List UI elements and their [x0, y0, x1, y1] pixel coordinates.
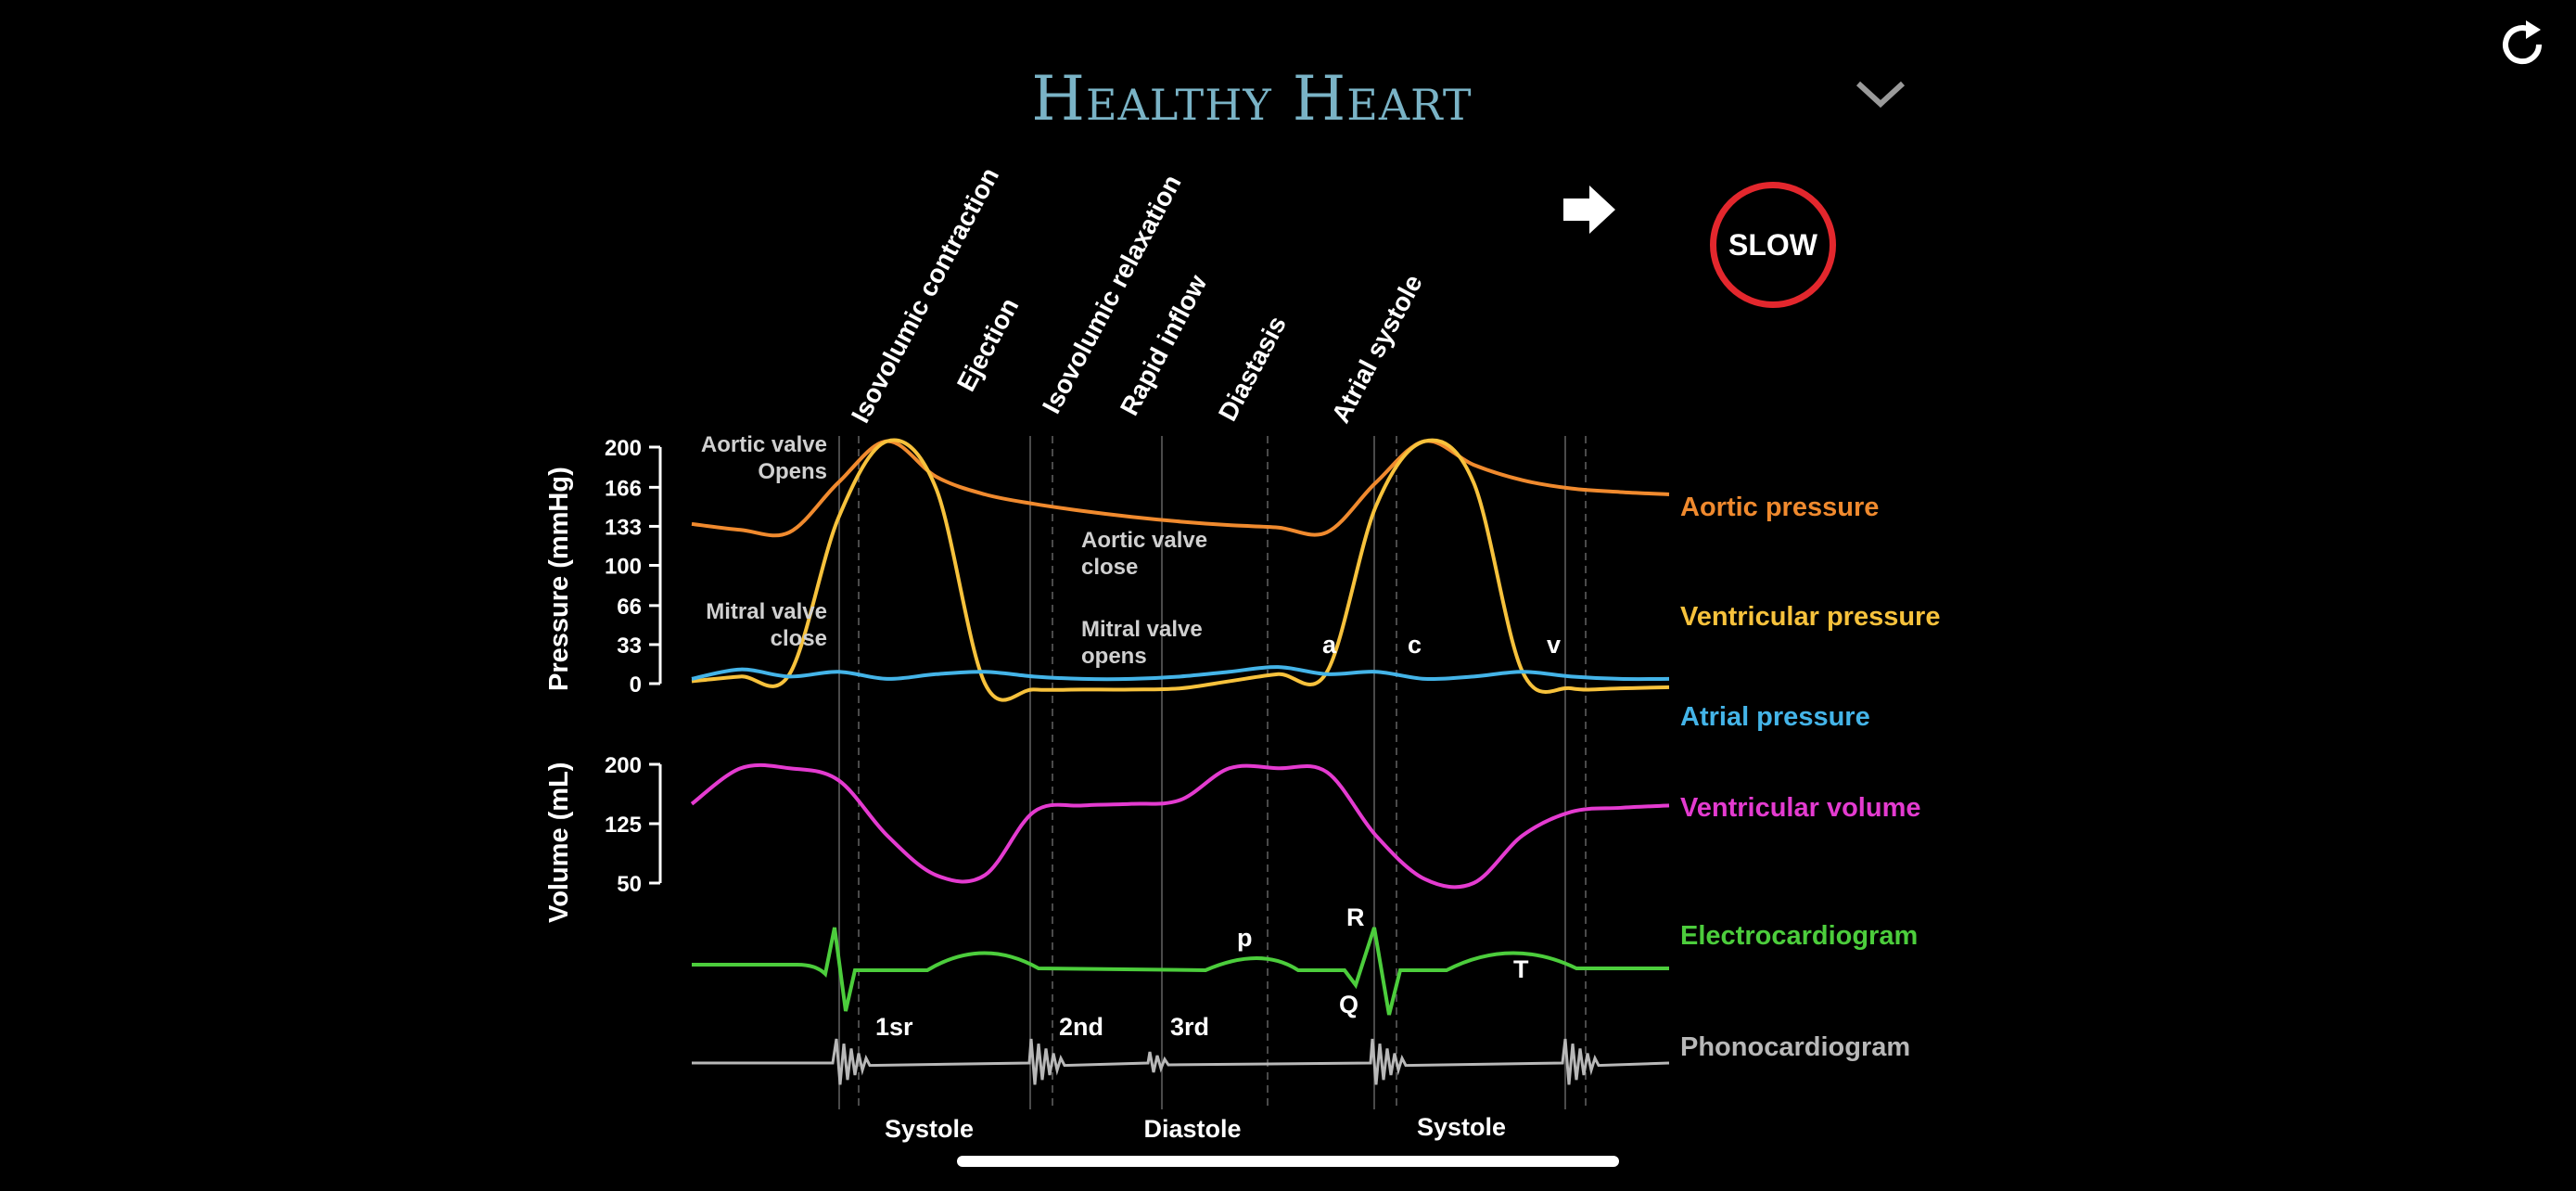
- volume-axis-label: Volume (mL): [544, 762, 574, 923]
- axes: 200 166 133 100 66 33 0 Pressure (mmHg) 200 125 50…: [544, 436, 662, 923]
- wave-label-p: p: [1237, 924, 1253, 952]
- pressure-tick-label: 33: [617, 634, 642, 659]
- chevron-down-icon[interactable]: [1853, 76, 1908, 113]
- volume-tick-label: 200: [605, 753, 642, 778]
- legend-entry: Phonocardiogram: [1680, 1032, 1910, 1062]
- heart-sound-label: 3rd: [1170, 1013, 1209, 1041]
- slow-speed-button[interactable]: SLOW: [1710, 182, 1836, 308]
- ventricular-pressure-line: [691, 438, 1670, 702]
- aortic-pressure-line: [691, 439, 1670, 538]
- aortic-valve-opens-label: Opens: [758, 459, 827, 484]
- legend-entry: Atrial pressure: [1680, 702, 1870, 732]
- pressure-tick-label: 100: [605, 555, 642, 580]
- pressure-tick-label: 166: [605, 476, 642, 501]
- pressure-axis-label: Pressure (mmHg): [544, 467, 574, 691]
- phase-label: Rapid inflow: [1115, 270, 1213, 420]
- phase-dividers: [838, 436, 1587, 1109]
- mitral-valve-close-label: Mitral valve: [706, 599, 827, 624]
- pressure-tick-label: 66: [617, 595, 642, 620]
- wave-label-Q: Q: [1339, 991, 1358, 1018]
- curves: [690, 438, 1670, 1085]
- aortic-valve-close-label: close: [1081, 555, 1138, 580]
- page-title: Healthy Heart: [1031, 63, 1473, 134]
- aortic-valve-close-label: Aortic valve: [1081, 528, 1207, 553]
- legend-entry: Ventricular pressure: [1680, 602, 1940, 632]
- wave-label-T: T: [1513, 955, 1529, 983]
- phase-label: Atrial systole: [1326, 270, 1428, 428]
- period-label: Diastole: [1143, 1115, 1241, 1143]
- legend-entry: Ventricular volume: [1680, 793, 1921, 823]
- home-indicator[interactable]: [957, 1156, 1619, 1167]
- aortic-valve-opens-label: Aortic valve: [701, 432, 827, 457]
- ecg-line: [692, 927, 1669, 1016]
- mitral-valve-opens-label: Mitral valve: [1081, 617, 1203, 642]
- wave-label-v: v: [1547, 631, 1561, 659]
- period-label: Systole: [1417, 1113, 1506, 1141]
- phonocardiogram-line: [692, 1038, 1670, 1085]
- arrow-right-icon[interactable]: [1560, 182, 1619, 237]
- wave-label-a: a: [1322, 631, 1337, 659]
- legend: Aortic pressure Ventricular pressure Atria…: [1680, 493, 1940, 1062]
- phase-label: Ejection: [951, 293, 1025, 396]
- pressure-tick-label: 200: [605, 436, 642, 461]
- heart-sound-label: 1sr: [875, 1013, 913, 1041]
- period-label: Systole: [885, 1115, 974, 1143]
- volume-tick-label: 125: [605, 813, 642, 838]
- wave-label-c: c: [1408, 631, 1422, 659]
- pressure-tick-label: 0: [630, 672, 642, 698]
- heart-sound-label: 2nd: [1059, 1013, 1103, 1041]
- mitral-valve-opens-label: opens: [1081, 644, 1147, 669]
- mitral-valve-close-label: close: [771, 626, 827, 651]
- wave-label-R: R: [1346, 903, 1365, 931]
- pressure-tick-label: 133: [605, 515, 642, 540]
- phase-label: Isovolumic relaxation: [1037, 170, 1187, 417]
- legend-entry: Electrocardiogram: [1680, 921, 1918, 951]
- reload-icon[interactable]: [2494, 17, 2550, 72]
- volume-tick-label: 50: [617, 872, 642, 897]
- atrial-pressure-line: [691, 665, 1670, 682]
- ventricular-volume-line: [690, 762, 1670, 890]
- phase-label: Diastasis: [1213, 312, 1292, 426]
- legend-entry: Aortic pressure: [1680, 493, 1879, 522]
